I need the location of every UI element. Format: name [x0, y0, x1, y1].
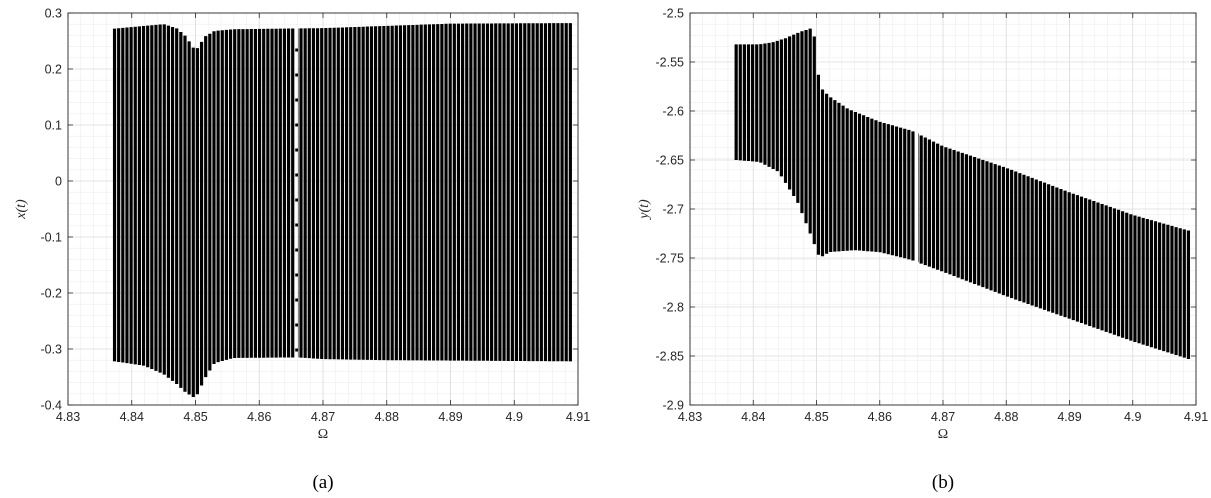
- ticks: 4.83 4.84 4.85 4.86 4.87 4.88 4.89 4.9 4.91 -2.9 -…: [656, 7, 1209, 425]
- x-tick-label: 4.87: [311, 410, 335, 424]
- bifurcation-columns: [734, 28, 1191, 359]
- y-axis-label: y(t): [637, 199, 652, 221]
- y-tick-label: -2.7: [662, 203, 684, 217]
- bifurcation-columns: [112, 23, 572, 397]
- x-tick-label: 4.89: [1057, 410, 1081, 424]
- x-tick-label: 4.87: [931, 410, 955, 424]
- y-tick-label: -2.5: [662, 7, 684, 21]
- y-tick-label: 0.1: [45, 119, 62, 133]
- y-tick-label: 0.2: [45, 63, 62, 77]
- y-tick-label: -2.9: [662, 399, 684, 413]
- x-tick-label: 4.9: [506, 410, 523, 424]
- x-tick-label: 4.86: [868, 410, 892, 424]
- y-tick-label: -0.4: [40, 399, 62, 413]
- x-tick-label: 4.91: [1184, 410, 1208, 424]
- x-tick-label: 4.91: [566, 410, 590, 424]
- panel-label: (b): [932, 472, 954, 493]
- x-tick-label: 4.86: [247, 410, 271, 424]
- y-tick-label: -0.1: [40, 231, 62, 245]
- x-axis-label: Ω: [938, 427, 948, 442]
- y-tick-label: -0.2: [40, 287, 62, 301]
- y-tick-label: -2.75: [656, 252, 685, 266]
- x-tick-label: 4.88: [375, 410, 399, 424]
- y-tick-label: -2.8: [662, 301, 684, 315]
- y-tick-label: 0.3: [45, 7, 62, 21]
- x-tick-label: 4.84: [741, 410, 765, 424]
- y-tick-label: -2.85: [656, 350, 685, 364]
- x-tick-label: 4.83: [56, 410, 80, 424]
- x-tick-label: 4.83: [678, 410, 702, 424]
- y-tick-label: -2.65: [656, 154, 685, 168]
- ticks: 4.83 4.84 4.85 4.86 4.87 4.88 4.89 4.9 4.91 -0.4 -…: [40, 7, 590, 425]
- y-tick-label: 0: [55, 175, 62, 189]
- panel-label: (a): [312, 472, 333, 493]
- y-axis-label: x(t): [14, 199, 29, 220]
- x-tick-label: 4.84: [120, 410, 144, 424]
- x-tick-label: 4.88: [994, 410, 1018, 424]
- panel-b: 4.83 4.84 4.85 4.86 4.87 4.88 4.89 4.9 4.91 -2.9 -…: [637, 7, 1208, 494]
- panel-a: 4.83 4.84 4.85 4.86 4.87 4.88 4.89 4.9 4.91 -0.4 -…: [14, 7, 590, 494]
- x-tick-label: 4.9: [1124, 410, 1141, 424]
- y-tick-label: -0.3: [40, 343, 62, 357]
- x-tick-label: 4.85: [804, 410, 828, 424]
- y-tick-label: -2.6: [662, 105, 684, 119]
- x-tick-label: 4.89: [438, 410, 462, 424]
- x-tick-label: 4.85: [183, 410, 207, 424]
- y-tick-label: -2.55: [656, 56, 685, 70]
- x-axis-label: Ω: [318, 427, 328, 442]
